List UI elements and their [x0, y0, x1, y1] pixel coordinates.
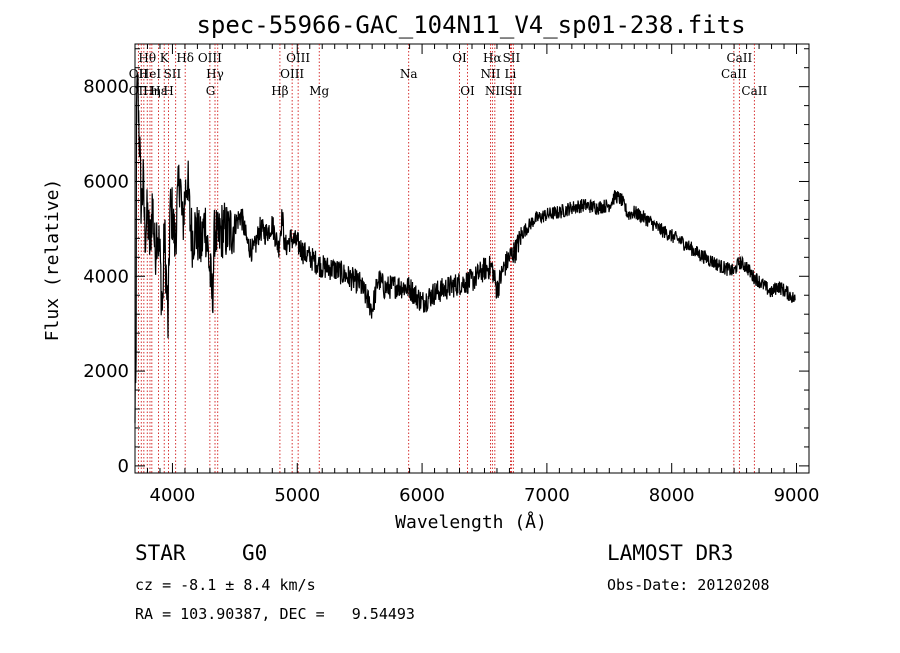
spectral-line-label: OIII: [280, 67, 304, 81]
x-axis-ticks: 4000 5000 6000 7000 8000 9000: [134, 44, 820, 506]
class-label: STAR: [135, 541, 186, 565]
coordinates-label: RA = 103.90387, DEC = 9.54493: [135, 605, 415, 623]
x-tick-label: 9000: [774, 485, 820, 506]
spectral-line-label: Hβ: [271, 84, 288, 98]
spectral-line-label: OII: [129, 67, 149, 81]
redshift-label: cz = -8.1 ± 8.4 km/s: [135, 576, 316, 594]
subclass-label: G0: [242, 541, 267, 565]
spectrum-series-line: [134, 72, 796, 424]
spectral-line-label: Hδ: [176, 51, 194, 65]
spectral-line-label: Hα: [483, 51, 502, 65]
spectral-line-label: SII: [503, 51, 521, 65]
spectral-line-label: H: [163, 84, 173, 98]
spectral-line-label: OIII: [286, 51, 310, 65]
x-tick-label: 7000: [524, 485, 570, 506]
spectral-line-label: Mg: [309, 84, 329, 98]
obs-date-label: Obs-Date: 20120208: [607, 576, 770, 594]
x-tick-label: 5000: [274, 485, 320, 506]
x-tick-label: 6000: [399, 485, 445, 506]
spectral-line-markers: [137, 44, 755, 473]
spectral-line-label: OIII: [198, 51, 222, 65]
x-tick-label: 4000: [150, 485, 196, 506]
spectral-line-label: SII: [504, 84, 522, 98]
y-axis-ticks: 0 2000 4000 6000 8000: [83, 48, 809, 477]
spectral-line-label: K: [160, 51, 170, 65]
chart-title: spec-55966-GAC_104N11_V4_sp01-238.fits: [196, 11, 745, 39]
spectral-line-label: HeI: [139, 67, 162, 81]
y-tick-label: 2000: [83, 361, 129, 382]
x-tick-label: 8000: [649, 485, 695, 506]
y-tick-label: 4000: [83, 266, 129, 287]
spectral-line-label: Hθ: [138, 51, 156, 65]
survey-label: LAMOST DR3: [607, 541, 733, 565]
spectral-line-label: Hγ: [206, 67, 224, 81]
y-tick-label: 8000: [83, 77, 129, 98]
spectral-line-label: SII: [164, 67, 182, 81]
spectral-line-label: NII: [480, 67, 500, 81]
spectral-line-label: OI: [460, 84, 475, 98]
spectral-line-label: Hη: [143, 84, 161, 98]
spectral-line-label: NII: [485, 84, 505, 98]
spectral-line-label: G: [206, 84, 216, 98]
spectral-line-label: Li: [505, 67, 517, 81]
y-tick-label: 6000: [83, 171, 129, 192]
spectral-line-label: OI: [452, 51, 467, 65]
spectral-line-label: CaII: [741, 84, 767, 98]
spectral-line-label: CaII: [726, 51, 752, 65]
spectral-line-label: Na: [400, 67, 418, 81]
x-axis-label: Wavelength (Å): [395, 511, 547, 533]
spectral-line-label: CaII: [721, 67, 747, 81]
y-tick-label: 0: [118, 456, 129, 477]
y-axis-label: Flux (relative): [42, 179, 63, 342]
spectral-line-label: Hε: [150, 84, 167, 98]
